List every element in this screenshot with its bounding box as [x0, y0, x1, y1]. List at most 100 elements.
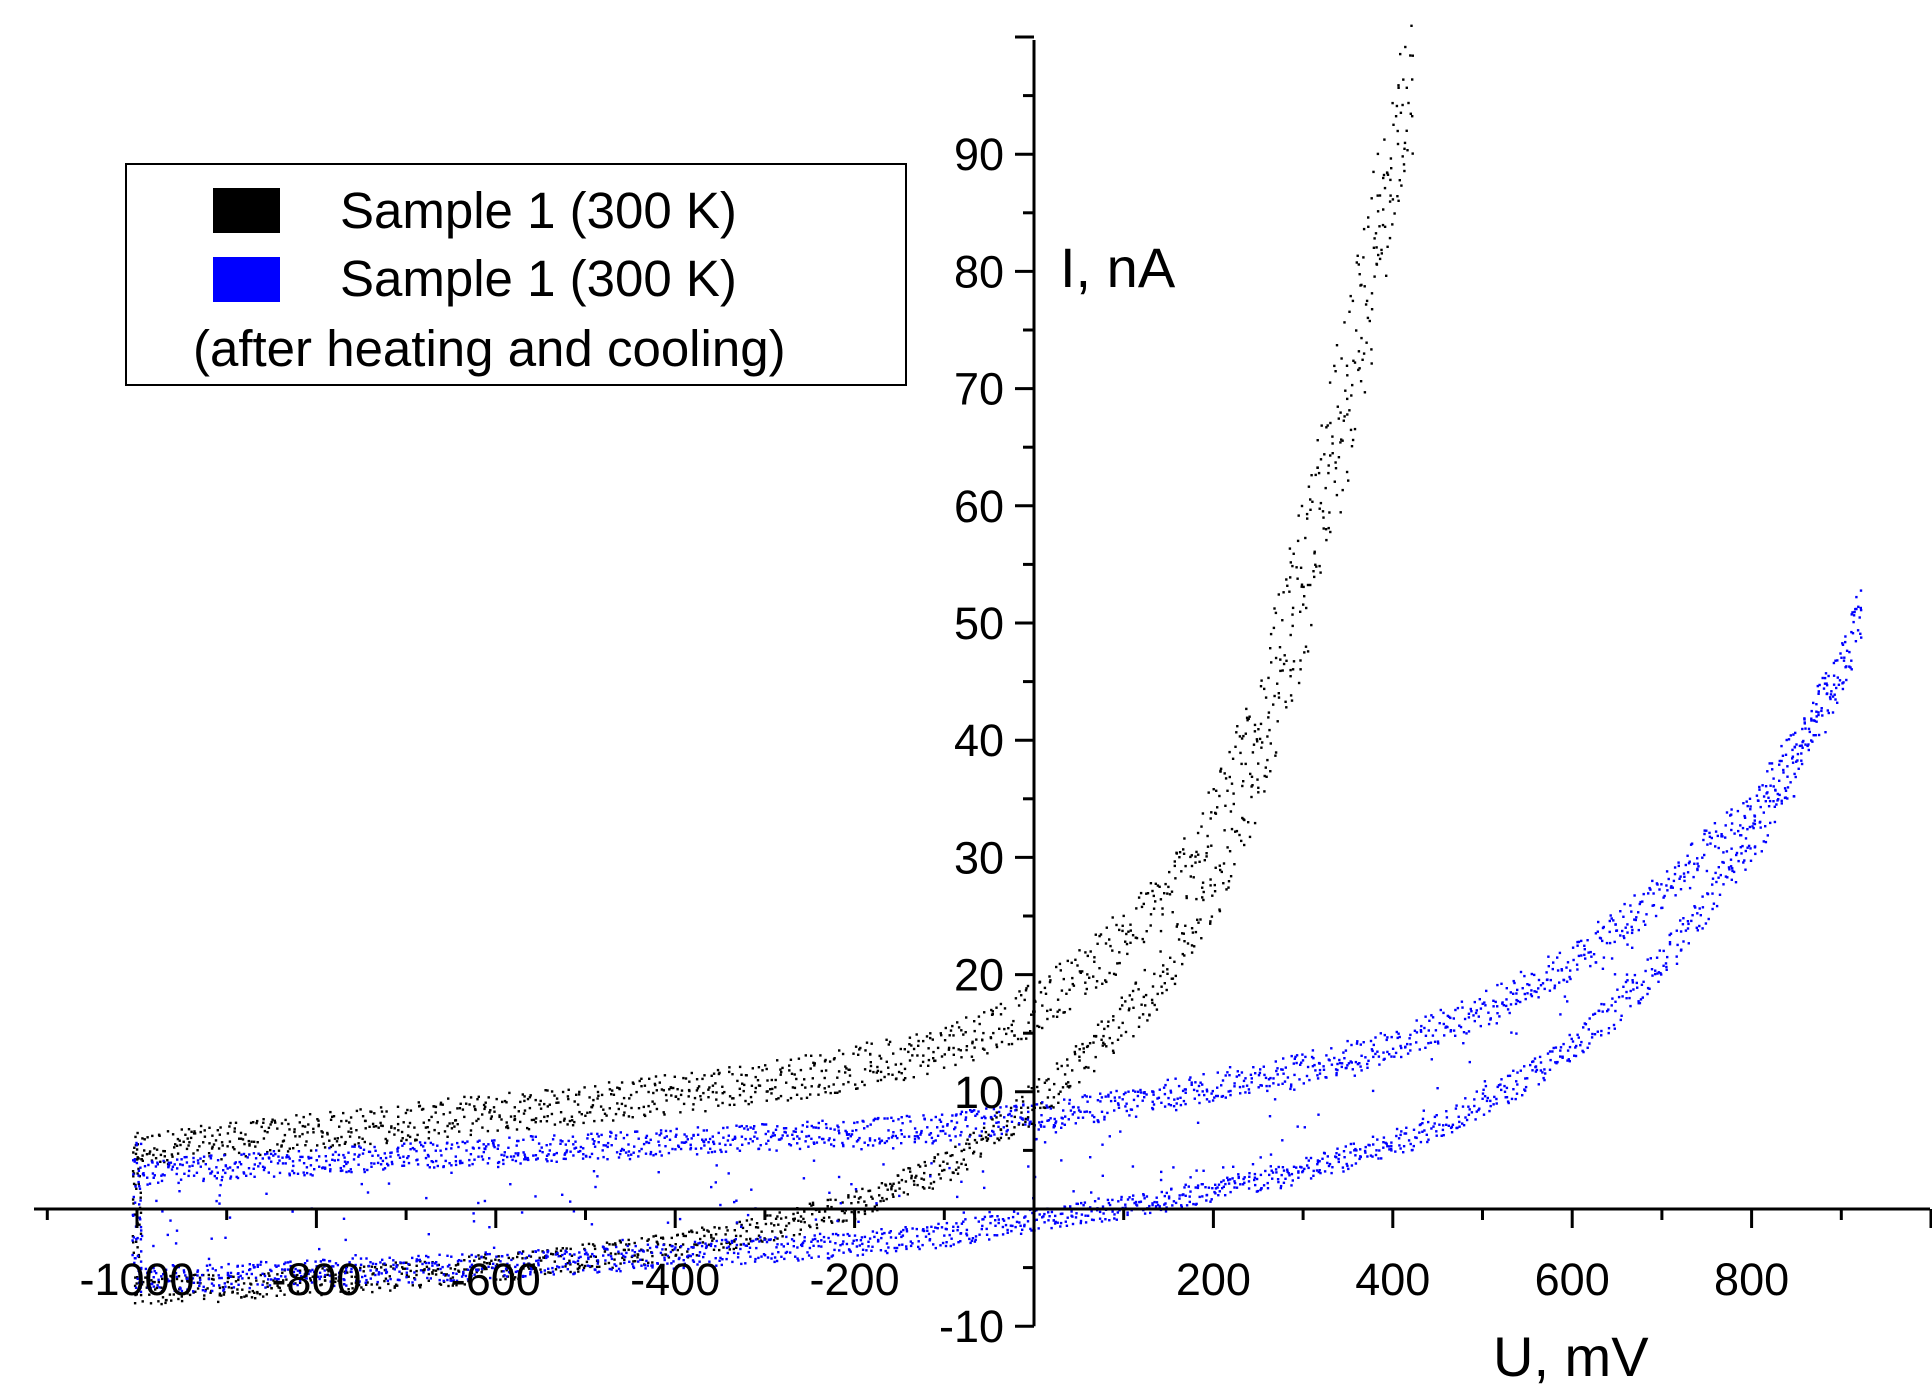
- data-point: [552, 1273, 555, 1276]
- data-point: [1000, 1040, 1004, 1044]
- data-point: [329, 1145, 333, 1149]
- data-point: [1850, 659, 1853, 662]
- data-point: [1286, 1168, 1289, 1171]
- data-point: [900, 1072, 903, 1075]
- data-point: [521, 1257, 524, 1260]
- data-point: [811, 1238, 815, 1241]
- data-point: [863, 1200, 866, 1203]
- data-point: [978, 1233, 981, 1236]
- data-point: [362, 1265, 366, 1268]
- data-point: [1087, 1066, 1090, 1069]
- data-point: [1055, 965, 1058, 969]
- data-point: [580, 1263, 584, 1267]
- data-point: [1244, 732, 1247, 735]
- data-point: [528, 1262, 531, 1266]
- data-point: [556, 1265, 559, 1268]
- data-point: [456, 1123, 459, 1126]
- data-point: [1234, 745, 1237, 748]
- data-point: [1437, 1042, 1440, 1045]
- data-point: [1066, 1064, 1069, 1067]
- data-point: [893, 1246, 896, 1250]
- data-point: [1302, 1082, 1305, 1085]
- data-point: [1449, 1029, 1453, 1032]
- data-point: [1174, 974, 1177, 978]
- data-point: [1003, 1116, 1006, 1119]
- data-point: [1515, 998, 1518, 1002]
- data-point: [719, 1256, 722, 1260]
- data-point: [1708, 831, 1711, 835]
- data-point: [960, 1162, 963, 1166]
- data-point: [907, 1167, 910, 1170]
- data-point: [1370, 197, 1373, 200]
- data-point: [362, 1270, 365, 1273]
- data-point: [1749, 808, 1752, 811]
- data-point: [1074, 1122, 1077, 1125]
- data-point: [209, 1291, 212, 1294]
- data-point: [875, 1203, 878, 1207]
- data-point: [887, 1073, 890, 1076]
- data-point: [770, 1222, 773, 1225]
- data-point: [1558, 951, 1562, 955]
- data-point: [370, 1165, 373, 1168]
- data-point: [1338, 1153, 1341, 1156]
- data-point: [960, 1110, 964, 1113]
- data-point: [292, 1164, 295, 1168]
- data-point: [957, 1166, 960, 1169]
- data-point: [617, 1107, 620, 1111]
- data-point: [1201, 1083, 1204, 1086]
- data-point: [1012, 1132, 1015, 1136]
- data-point: [229, 1175, 233, 1178]
- data-point: [774, 1086, 777, 1089]
- data-point: [303, 1291, 306, 1294]
- data-point: [1309, 583, 1312, 587]
- data-point: [298, 1159, 301, 1162]
- data-point: [206, 1287, 209, 1290]
- data-point: [672, 1260, 675, 1263]
- data-point: [375, 1283, 379, 1286]
- data-point: [1221, 1187, 1224, 1190]
- data-point: [338, 1125, 341, 1128]
- data-point: [1537, 996, 1540, 999]
- data-point: [983, 1048, 986, 1051]
- data-point: [1492, 999, 1495, 1002]
- data-point: [1192, 1202, 1195, 1206]
- data-point: [553, 1153, 556, 1156]
- data-point: [847, 1194, 850, 1197]
- data-point: [304, 1276, 307, 1280]
- data-point: [1127, 1090, 1130, 1093]
- data-point: [331, 1158, 334, 1161]
- data-point: [233, 1148, 236, 1151]
- data-point: [1106, 1111, 1109, 1115]
- data-point: [1823, 676, 1827, 680]
- data-point: [167, 1165, 170, 1168]
- data-point: [529, 1265, 533, 1269]
- data-point: [979, 1155, 982, 1158]
- data-point: [1306, 583, 1310, 587]
- data-point: [1299, 659, 1302, 662]
- data-point: [1267, 716, 1270, 719]
- data-point: [689, 1148, 692, 1151]
- data-point: [727, 1134, 730, 1137]
- data-point: [227, 1262, 230, 1266]
- data-point: [1268, 728, 1271, 732]
- data-point: [864, 1049, 867, 1052]
- data-point: [1316, 1077, 1320, 1080]
- data-point: [1304, 536, 1307, 540]
- data-point: [342, 1165, 346, 1168]
- data-point: [932, 1057, 935, 1060]
- data-point: [481, 1158, 485, 1161]
- data-point: [562, 1119, 566, 1122]
- data-point: [923, 1187, 926, 1190]
- data-point: [1022, 1103, 1025, 1106]
- data-point: [1161, 907, 1164, 910]
- data-point: [1725, 850, 1729, 853]
- data-point: [621, 1147, 624, 1151]
- data-point: [1152, 1093, 1155, 1096]
- data-point: [273, 1119, 276, 1122]
- data-point: [323, 1265, 326, 1268]
- data-point: [1189, 1190, 1192, 1193]
- data-point: [1271, 1171, 1275, 1174]
- data-point: [1343, 415, 1346, 418]
- data-point: [245, 1272, 248, 1276]
- data-point: [849, 1250, 852, 1253]
